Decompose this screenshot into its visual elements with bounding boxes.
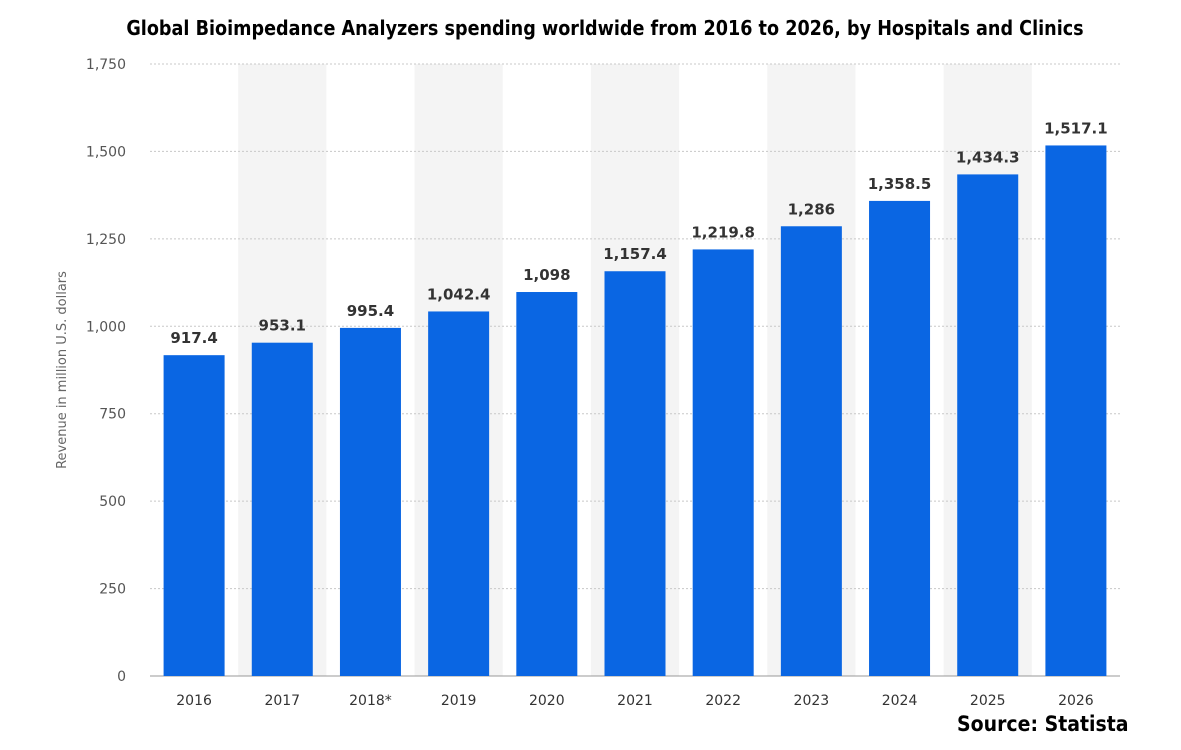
- x-tick-label: 2025: [970, 693, 1006, 709]
- data-label: 1,219.8: [691, 223, 755, 241]
- data-label: 1,157.4: [603, 245, 667, 263]
- y-tick-label: 750: [99, 407, 126, 423]
- bar: [957, 174, 1019, 677]
- bar: [692, 249, 754, 676]
- bar: [516, 292, 578, 676]
- bars: [163, 145, 1107, 677]
- x-tick-label: 2018*: [349, 693, 392, 709]
- y-tick-label: 1,750: [86, 57, 126, 73]
- y-axis-ticks: 0 250 500 750 1,000 1,250 1,500 1,750: [86, 57, 126, 685]
- x-tick-label: 2020: [529, 693, 565, 709]
- x-tick-label: 2022: [705, 693, 741, 709]
- data-label: 953.1: [259, 317, 306, 335]
- x-tick-label: 2024: [882, 693, 918, 709]
- bar: [428, 311, 490, 676]
- x-tick-label: 2019: [441, 693, 477, 709]
- x-axis-labels: 2016 2017 2018* 2019 2020 2021 2022 2023 2024 202…: [176, 693, 1094, 709]
- y-axis-title: Revenue in million U.S. dollars: [55, 271, 70, 469]
- y-tick-label: 250: [99, 582, 126, 598]
- x-tick-label: 2026: [1058, 693, 1094, 709]
- data-label: 1,434.3: [956, 148, 1020, 166]
- data-label: 917.4: [170, 329, 217, 347]
- x-tick-label: 2023: [794, 693, 830, 709]
- y-tick-label: 1,000: [86, 319, 126, 335]
- bar: [780, 226, 842, 676]
- y-tick-label: 500: [99, 494, 126, 510]
- data-label: 995.4: [347, 302, 394, 320]
- y-tick-label: 1,250: [86, 232, 126, 248]
- bar: [604, 271, 666, 676]
- x-tick-label: 2017: [264, 693, 300, 709]
- bar: [339, 327, 401, 676]
- y-tick-label: 1,500: [86, 144, 126, 160]
- bar: [869, 200, 931, 676]
- bar: [251, 342, 313, 676]
- source-label: Source: Statista: [957, 712, 1129, 736]
- data-label: 1,517.1: [1044, 119, 1108, 137]
- data-label: 1,286: [788, 200, 835, 218]
- data-labels: 917.4 953.1 995.4 1,042.4 1,098 1,157.4 1,219.…: [170, 119, 1107, 347]
- data-label: 1,098: [523, 266, 570, 284]
- chart-title: Global Bioimpedance Analyzers spending w…: [126, 16, 1084, 40]
- data-label: 1,358.5: [868, 175, 932, 193]
- bar: [1045, 145, 1107, 676]
- y-tick-label: 0: [117, 669, 126, 685]
- data-label: 1,042.4: [427, 285, 491, 303]
- bar: [163, 355, 225, 676]
- x-tick-label: 2021: [617, 693, 653, 709]
- x-tick-label: 2016: [176, 693, 212, 709]
